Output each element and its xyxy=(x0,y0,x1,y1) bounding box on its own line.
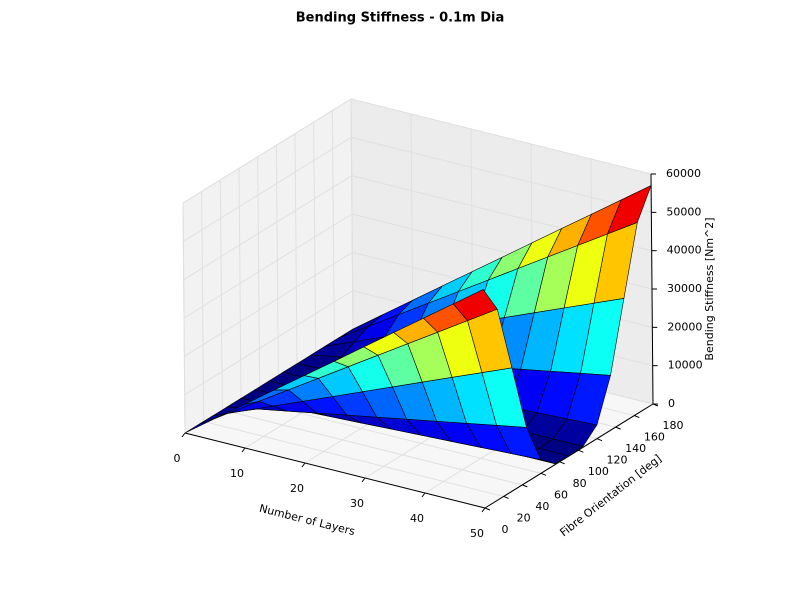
z-tick-label: 40000 xyxy=(667,244,702,257)
tick-mark xyxy=(596,438,603,442)
z-tick-label: 30000 xyxy=(667,282,702,295)
y-tick-label: 40 xyxy=(535,500,549,513)
z-tick-label: 60000 xyxy=(666,167,701,180)
tick-mark xyxy=(578,449,584,453)
tick-mark xyxy=(522,484,528,488)
tick-mark xyxy=(634,415,640,419)
tick-mark xyxy=(181,432,186,438)
x-axis-label: Number of Layers xyxy=(258,502,357,538)
tick-mark xyxy=(301,462,306,468)
grid-line xyxy=(182,98,352,204)
z-axis-label: Bending Stiffness [Nm^2] xyxy=(703,217,716,360)
tick-mark xyxy=(503,495,509,499)
tick-mark xyxy=(241,447,246,453)
x-tick-label: 10 xyxy=(230,467,244,480)
y-tick-label: 60 xyxy=(554,488,568,501)
z-tick-label: 10000 xyxy=(668,359,703,372)
grid-line xyxy=(203,420,504,497)
z-tick-label: 0 xyxy=(668,397,675,410)
y-tick-label: 160 xyxy=(644,431,665,444)
z-tick-label: 50000 xyxy=(666,205,701,218)
x-tick-label: 30 xyxy=(350,497,364,510)
tick-mark xyxy=(361,477,366,483)
x-tick-label: 40 xyxy=(410,512,424,525)
grid-line xyxy=(222,409,523,486)
x-tick-label: 0 xyxy=(174,452,181,465)
tick-mark xyxy=(540,472,547,476)
y-tick-label: 180 xyxy=(663,419,684,432)
tick-mark xyxy=(559,461,565,465)
tick-mark xyxy=(615,426,621,430)
grid-line xyxy=(350,98,652,175)
axis-line xyxy=(184,432,486,509)
y-tick-label: 80 xyxy=(573,477,587,490)
y-tick-label: 120 xyxy=(607,454,628,467)
surface-patch xyxy=(452,289,498,321)
grid-line xyxy=(183,175,352,281)
y-tick-label: 20 xyxy=(517,511,531,524)
tick-mark xyxy=(481,507,486,513)
tick-mark xyxy=(421,492,426,498)
grid-line xyxy=(184,251,353,357)
chart-title: Bending Stiffness - 0.1m Dia xyxy=(296,11,505,26)
axis-line xyxy=(650,173,654,405)
x-tick-label: 50 xyxy=(470,527,484,540)
y-tick-label: 100 xyxy=(588,465,609,478)
grid-line xyxy=(183,213,353,319)
x-tick-label: 20 xyxy=(290,482,304,495)
grid-line xyxy=(351,136,652,213)
z-tick-label: 20000 xyxy=(667,320,702,333)
grid-line xyxy=(184,290,353,396)
y-tick-label: 140 xyxy=(625,442,646,455)
y-tick-label: 0 xyxy=(502,523,509,536)
tick-mark xyxy=(484,507,491,511)
grid-line xyxy=(183,136,352,242)
